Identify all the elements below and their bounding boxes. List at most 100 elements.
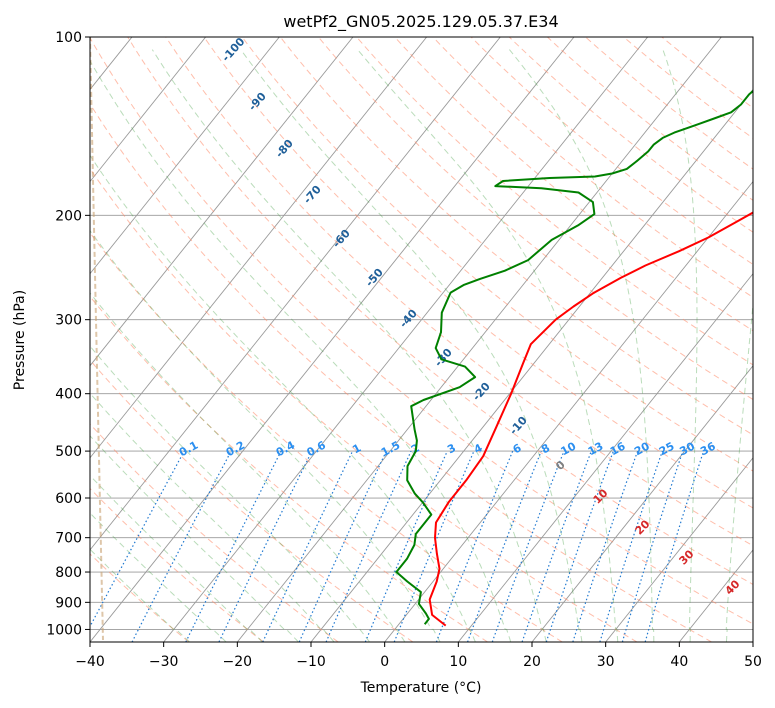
mixing-ratio-label: 16 [608, 439, 628, 458]
moist-adiabat-label: 40 [723, 577, 743, 597]
line-labels: -100-90-80-70-60-50-40-30-20-100.1 0.2 0.4… [177, 35, 743, 598]
mixing-ratio-label: 4 [472, 441, 485, 456]
x-tick-label: −10 [296, 654, 326, 670]
mixing-ratio-label: 10 [559, 439, 579, 458]
dewpoint-profile-line [395, 89, 753, 625]
background-lines [0, 37, 753, 642]
moist-adiabat-label: 0 [553, 458, 568, 473]
mixing-ratio-line [185, 450, 282, 642]
isotherm-line [236, 37, 722, 642]
dry-adiabat-label: -80 [273, 137, 296, 161]
dry-adiabat-line [508, 37, 753, 233]
dry-adiabat-line [90, 423, 339, 642]
mixing-ratio-line [491, 450, 565, 642]
isotherm-line [678, 549, 753, 642]
mixing-ratio-label: 36 [698, 439, 718, 458]
moist-adiabat-line [357, 49, 619, 642]
dry-adiabat-line [90, 37, 753, 625]
x-tick-label: 40 [670, 654, 688, 670]
dry-adiabat-label: -70 [301, 183, 324, 207]
mixing-ratio-line [466, 450, 542, 642]
dry-adiabat-line [90, 167, 638, 642]
dry-adiabat-label: -20 [470, 380, 493, 404]
y-tick-label: 1000 [46, 622, 82, 638]
isotherm-line [90, 37, 501, 551]
isotherm-line [531, 365, 753, 642]
mixing-ratio-line [218, 450, 313, 642]
moist-adiabat-line [662, 49, 698, 642]
y-tick-label: 500 [55, 444, 82, 460]
isotherm-line [90, 37, 354, 367]
mixing-ratio-line [364, 450, 448, 642]
y-tick-label: 100 [55, 30, 82, 46]
moist-adiabat-line [90, 59, 512, 642]
dry-adiabat-line [90, 231, 563, 642]
mixing-ratio-line [572, 450, 639, 642]
temperature-profile-line [428, 211, 753, 627]
dry-adiabat-line [90, 553, 190, 642]
x-tick-label: 20 [523, 654, 541, 670]
dry-adiabat-label: -60 [330, 227, 353, 251]
x-tick-label: 30 [597, 654, 615, 670]
y-tick-label: 800 [55, 565, 82, 581]
moist-adiabat-line [90, 512, 227, 642]
dry-adiabat-label: -50 [363, 266, 386, 290]
isotherm-line [457, 272, 753, 642]
mixing-ratio-line [393, 450, 475, 642]
mixing-ratio-label: 25 [657, 440, 677, 459]
moist-adiabat-line [90, 229, 441, 642]
mixing-ratio-label: 6 [511, 441, 524, 456]
mixing-ratio-line [621, 450, 684, 642]
mixing-ratio-line [644, 450, 705, 642]
mixing-ratio-label: 20 [632, 439, 652, 458]
x-tick-label: 0 [380, 654, 389, 670]
x-tick-label: 10 [449, 654, 467, 670]
sounding-profiles [395, 89, 753, 627]
mixing-ratio-line [435, 450, 514, 642]
chart-title: wetPf2_GN05.2025.129.05.37.E34 [283, 12, 558, 32]
mixing-ratio-line [262, 450, 354, 642]
mixing-ratio-line [545, 450, 614, 642]
dry-adiabat-label: -100 [219, 35, 247, 64]
dry-adiabat-line [90, 102, 712, 642]
moist-adiabat-line [240, 49, 583, 642]
mixing-ratio-line [325, 450, 412, 642]
mixing-ratio-line [90, 450, 185, 628]
dry-adiabat-line [432, 37, 753, 298]
y-tick-label: 400 [55, 387, 82, 403]
mixing-ratio-line [521, 450, 592, 642]
y-axis-label: Pressure (hPa) [12, 290, 28, 390]
isotherm-line [90, 37, 575, 642]
mixing-ratio-label: 30 [677, 439, 697, 458]
x-axis-label: Temperature (°C) [360, 680, 482, 696]
moist-adiabat-line [90, 474, 263, 642]
mixing-ratio-label: 0.1 [177, 439, 200, 460]
x-tick-label: −20 [223, 654, 253, 670]
dry-adiabat-line [165, 37, 753, 547]
dry-adiabat-line [356, 37, 753, 366]
moist-adiabat-label: 10 [591, 486, 611, 506]
x-tick-label: −40 [75, 654, 105, 670]
y-tick-label: 300 [55, 313, 82, 329]
dry-adiabat-line [585, 37, 753, 170]
isotherm-line [90, 37, 428, 459]
mixing-ratio-label: 0.4 [274, 438, 298, 459]
isotherm-line [752, 641, 753, 642]
mixing-ratio-label: 3 [445, 441, 458, 456]
dry-adiabat-line [90, 295, 488, 642]
dry-adiabat-label: -90 [246, 90, 269, 114]
dry-adiabat-line [470, 37, 753, 265]
isotherm-line [90, 37, 280, 275]
dry-adiabat-line [241, 37, 753, 472]
isotherm-line [163, 37, 649, 642]
moist-adiabat-line [90, 292, 406, 642]
dry-adiabat-label: -40 [397, 307, 420, 331]
isotherm-line [0, 37, 58, 642]
dry-adiabat-line [547, 37, 753, 201]
mixing-ratio-label: 0.6 [305, 438, 329, 459]
moist-adiabat-line [90, 548, 190, 642]
y-tick-label: 700 [55, 531, 82, 547]
isotherm-line [310, 88, 753, 642]
